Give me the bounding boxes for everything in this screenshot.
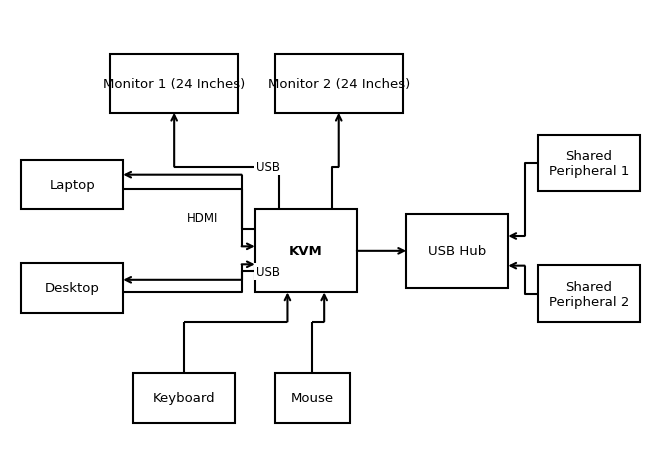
Text: Shared
Peripheral 2: Shared Peripheral 2 xyxy=(549,280,629,308)
Text: HDMI: HDMI xyxy=(187,212,219,225)
Text: Mouse: Mouse xyxy=(291,391,334,405)
Text: KVM: KVM xyxy=(289,245,323,258)
Bar xyxy=(274,55,403,114)
Bar xyxy=(274,373,350,423)
Bar xyxy=(538,136,640,192)
Bar xyxy=(21,161,123,210)
Bar xyxy=(254,210,357,293)
Text: Monitor 1 (24 Inches): Monitor 1 (24 Inches) xyxy=(103,78,245,91)
Text: Keyboard: Keyboard xyxy=(153,391,215,405)
Bar xyxy=(110,55,239,114)
Text: USB Hub: USB Hub xyxy=(428,245,486,258)
Text: Desktop: Desktop xyxy=(45,282,100,295)
Text: USB: USB xyxy=(256,266,280,279)
Bar xyxy=(21,263,123,313)
Bar xyxy=(538,266,640,322)
Text: Monitor 2 (24 Inches): Monitor 2 (24 Inches) xyxy=(268,78,410,91)
Bar xyxy=(407,214,508,288)
Bar xyxy=(133,373,235,423)
Text: Laptop: Laptop xyxy=(50,179,95,192)
Text: Shared
Peripheral 1: Shared Peripheral 1 xyxy=(549,150,629,178)
Text: USB: USB xyxy=(256,161,280,174)
